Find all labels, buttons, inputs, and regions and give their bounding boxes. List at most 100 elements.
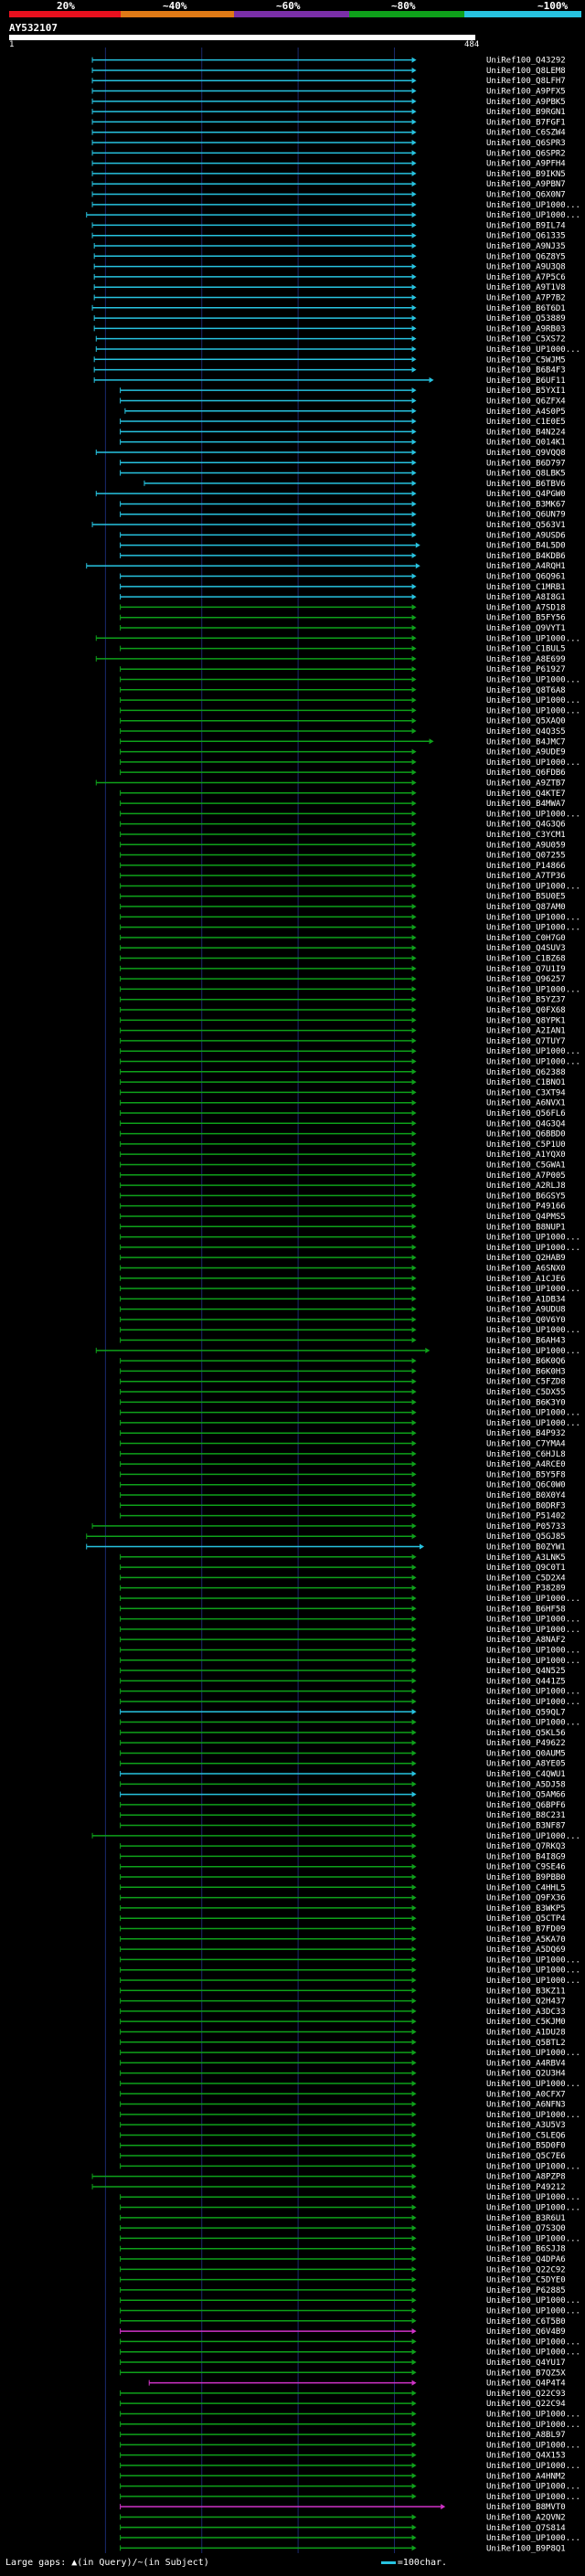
hit-arrow-icon	[411, 1161, 417, 1168]
hit-label: UniRef100_B9PBB0	[486, 1873, 566, 1882]
hit-arrow-icon	[411, 2483, 417, 2489]
hit-arrow-icon	[411, 2359, 417, 2365]
hit-arrow-icon	[411, 1068, 417, 1075]
hit-label: UniRef100_Q5CTP4	[486, 1914, 566, 1924]
hit-label: UniRef100_P49622	[486, 1739, 566, 1748]
hit-arrow-icon	[411, 852, 417, 858]
hit-arrow-icon	[411, 1740, 417, 1746]
hit-label: UniRef100_C5P1U0	[486, 1140, 566, 1150]
hit-arrow-icon	[411, 2452, 417, 2458]
hit-label: UniRef100_B6HF58	[486, 1605, 566, 1614]
hit-label: UniRef100_B5D0F0	[486, 2142, 566, 2151]
hit-label: UniRef100_B6D797	[486, 459, 566, 468]
hit-arrow-icon	[411, 645, 417, 652]
hit-arrow-icon	[411, 501, 417, 507]
hit-label: UniRef100_UP1000...	[486, 810, 580, 819]
hit-label: UniRef100_UP1000...	[486, 1626, 580, 1635]
hit-label: UniRef100_B6SJJ8	[486, 2245, 566, 2254]
hit-label: UniRef100_Q6UN79	[486, 511, 566, 520]
hit-label: UniRef100_UP1000...	[486, 676, 580, 685]
hit-arrow-icon	[411, 1791, 417, 1797]
hit-arrow-icon	[411, 758, 417, 765]
hit-label: UniRef100_Q0FX68	[486, 1006, 566, 1015]
hit-label: UniRef100_Q2H437	[486, 1998, 566, 2007]
hit-label: UniRef100_UP1000...	[486, 1966, 580, 1976]
hit-label: UniRef100_Q6SPR2	[486, 149, 566, 158]
hit-arrow-icon	[411, 2421, 417, 2427]
hit-arrow-icon	[411, 1832, 417, 1839]
hit-arrow-icon	[411, 1440, 417, 1447]
hit-label: UniRef100_A9PFH4	[486, 160, 566, 169]
hit-label: UniRef100_B8C231	[486, 1811, 566, 1820]
hit-arrow-icon	[411, 697, 417, 704]
hit-label: UniRef100_Q441Z5	[486, 1677, 566, 1686]
hit-label: UniRef100_A5DJ58	[486, 1780, 566, 1789]
hit-label: UniRef100_A7SD18	[486, 603, 566, 612]
hit-arrow-icon	[411, 1450, 417, 1457]
hit-label: UniRef100_Q5GJ85	[486, 1532, 566, 1542]
hit-arrow-icon	[411, 1915, 417, 1922]
hit-label: UniRef100_Q6X0N7	[486, 191, 566, 200]
hit-label: UniRef100_B0ZYW1	[486, 1542, 566, 1552]
hit-label: UniRef100_Q6BBD0	[486, 1130, 566, 1140]
hit-label: UniRef100_Q53889	[486, 314, 566, 323]
hit-label: UniRef100_A7P5C6	[486, 273, 566, 282]
hit-label: UniRef100_A2QVN2	[486, 2513, 566, 2522]
hit-label: UniRef100_B6K3Y0	[486, 1398, 566, 1407]
hit-label: UniRef100_B5FY56	[486, 614, 566, 623]
hit-arrow-icon	[411, 2411, 417, 2417]
hit-arrow-icon	[411, 232, 417, 239]
hit-arrow-icon	[411, 150, 417, 156]
hit-label: UniRef100_C1BUL5	[486, 645, 566, 654]
hit-label: UniRef100_Q563V1	[486, 521, 566, 530]
hit-arrow-icon	[411, 2173, 417, 2179]
hit-label: UniRef100_B3NF87	[486, 1822, 566, 1831]
hit-arrow-icon	[411, 686, 417, 693]
legend-label-40: ~40%	[163, 0, 187, 12]
hit-label: UniRef100_UP1000...	[486, 2296, 580, 2306]
hit-arrow-icon	[411, 1265, 417, 1271]
hit-arrow-icon	[411, 522, 417, 528]
hit-label: UniRef100_UP1000...	[486, 1657, 580, 1666]
scale-segment-cyan	[464, 11, 581, 17]
hit-label: UniRef100_Q96257	[486, 975, 566, 984]
hit-label: UniRef100_C5DX55	[486, 1388, 566, 1397]
hit-label: UniRef100_B9P8Q1	[486, 2544, 566, 2553]
hit-arrow-icon	[411, 1595, 417, 1601]
hit-arrow-icon	[411, 2183, 417, 2189]
hit-arrow-icon	[411, 1193, 417, 1199]
hit-label: UniRef100_Q7S3Q0	[486, 2224, 566, 2233]
hit-arrow-icon	[411, 2493, 417, 2499]
hit-label: UniRef100_UP1000...	[486, 2534, 580, 2543]
hit-arrow-icon	[411, 1048, 417, 1055]
hit-arrow-icon	[411, 140, 417, 146]
hit-arrow-icon	[411, 2328, 417, 2335]
hit-label: UniRef100_C1BNO1	[486, 1078, 566, 1087]
hit-label: UniRef100_A9U3Q8	[486, 263, 566, 272]
hit-arrow-icon	[411, 2111, 417, 2117]
hit-arrow-icon	[411, 2276, 417, 2283]
hit-label: UniRef100_UP1000...	[486, 1234, 580, 1243]
hit-label: UniRef100_UP1000...	[486, 201, 580, 210]
hit-label: UniRef100_Q9VYT1	[486, 624, 566, 633]
hit-label: UniRef100_C5KJM0	[486, 2018, 566, 2027]
hit-arrow-icon	[411, 800, 417, 807]
hit-arrow-icon	[411, 1492, 417, 1499]
hit-arrow-icon	[411, 1750, 417, 1756]
hit-label: UniRef100_UP1000...	[486, 1832, 580, 1841]
hit-arrow-icon	[411, 88, 417, 94]
hit-label: UniRef100_Q9VQQ8	[486, 449, 566, 458]
hit-arrow-icon	[441, 2504, 446, 2510]
hit-arrow-icon	[415, 563, 420, 569]
hit-label: UniRef100_UP1000...	[486, 1719, 580, 1728]
hit-arrow-icon	[411, 873, 417, 879]
hit-label: UniRef100_C9SE46	[486, 1863, 566, 1872]
hit-label: UniRef100_Q59QL7	[486, 1708, 566, 1717]
scale-segment-orange	[121, 11, 234, 17]
hit-label: UniRef100_UP1000...	[486, 913, 580, 922]
hit-arrow-icon	[411, 2080, 417, 2086]
hit-arrow-icon	[411, 1998, 417, 2004]
hit-arrow-icon	[411, 1956, 417, 1963]
hit-arrow-icon	[411, 273, 417, 280]
hit-arrow-icon	[411, 666, 417, 673]
